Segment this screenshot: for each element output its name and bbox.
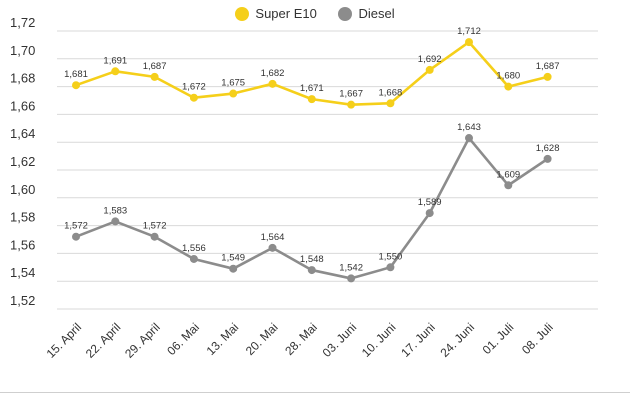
y-tick-label: 1,54 (10, 265, 35, 280)
data-label: 1,675 (221, 78, 245, 89)
data-label: 1,548 (300, 254, 324, 265)
bottom-divider (0, 392, 630, 393)
data-label: 1,687 (536, 61, 560, 72)
data-label: 1,628 (536, 143, 560, 154)
data-point (386, 99, 395, 108)
data-point (465, 38, 473, 47)
data-point (72, 81, 80, 90)
data-label: 1,556 (182, 243, 206, 254)
x-tick-label: 22. April (83, 320, 124, 361)
x-tick-label: 03. Juni (320, 320, 360, 360)
data-point (268, 79, 277, 88)
data-point (150, 232, 159, 241)
data-label: 1,572 (64, 221, 88, 232)
data-label: 1,549 (221, 253, 245, 264)
data-label: 1,671 (300, 83, 324, 94)
data-point (347, 274, 356, 283)
data-point (189, 254, 198, 263)
y-tick-label: 1,64 (10, 126, 35, 141)
x-tick-label: 06. Mai (164, 320, 202, 358)
data-label: 1,609 (496, 169, 520, 180)
data-point (307, 95, 316, 104)
x-tick-label: 20. Mai (243, 320, 281, 358)
data-point (229, 264, 238, 273)
data-label: 1,691 (103, 55, 127, 66)
x-tick-label: 28. Mai (282, 320, 320, 358)
data-point (229, 89, 238, 98)
data-label: 1,550 (379, 251, 403, 262)
y-tick-label: 1,68 (10, 71, 35, 86)
y-tick-label: 1,70 (10, 43, 35, 58)
y-tick-label: 1,66 (10, 98, 35, 113)
y-tick-label: 1,60 (10, 182, 35, 197)
data-point (504, 82, 513, 91)
data-label: 1,667 (339, 89, 363, 100)
legend-marker-diesel (338, 6, 353, 21)
x-tick-label: 13. Mai (204, 320, 242, 358)
x-tick-label: 17. Juni (398, 320, 438, 360)
x-tick-label: 08. Juli (519, 320, 556, 357)
data-point (504, 181, 513, 190)
data-point (465, 134, 473, 143)
data-label: 1,589 (418, 197, 442, 208)
chart-legend: Super E10 Diesel (0, 6, 630, 24)
data-label: 1,672 (182, 82, 206, 93)
data-point (150, 72, 159, 81)
data-point (386, 263, 395, 272)
data-point (425, 65, 434, 74)
legend-item-super-e10[interactable]: Super E10 (235, 6, 317, 21)
data-label: 1,687 (143, 61, 167, 72)
data-point (425, 209, 434, 218)
data-label: 1,542 (339, 262, 363, 273)
x-tick-label: 29. April (122, 320, 163, 361)
legend-label-diesel: Diesel (358, 6, 395, 21)
x-tick-label: 15. April (44, 320, 85, 361)
data-label: 1,712 (457, 26, 481, 37)
data-label: 1,680 (496, 71, 520, 82)
y-tick-label: 1,62 (10, 154, 35, 169)
x-tick-label: 24. Juni (438, 320, 478, 360)
data-point (307, 266, 316, 275)
data-label: 1,643 (457, 122, 481, 133)
data-point (543, 154, 552, 163)
y-tick-label: 1,52 (10, 293, 35, 308)
line-chart: 1,52 1,54 1,56 1,58 1,60 1,62 1,64 1,66 1,68 1,70… (10, 15, 598, 361)
data-label: 1,681 (64, 69, 88, 80)
legend-label-super-e10: Super E10 (255, 6, 317, 21)
y-tick-label: 1,56 (10, 237, 35, 252)
data-label: 1,668 (379, 87, 403, 98)
y-tick-label: 1,72 (10, 15, 35, 30)
data-point (189, 93, 198, 102)
x-tick-label: 01. Juli (480, 320, 517, 357)
legend-marker-super-e10 (235, 6, 250, 21)
x-tick-label: 10. Juni (359, 320, 399, 360)
data-point (268, 243, 277, 252)
data-point (111, 217, 120, 226)
data-point (347, 100, 356, 109)
data-point (72, 232, 80, 241)
data-label: 1,692 (418, 54, 442, 65)
y-tick-label: 1,58 (10, 210, 35, 225)
data-point (543, 72, 552, 81)
legend-item-diesel[interactable]: Diesel (338, 6, 395, 21)
data-label: 1,564 (261, 232, 285, 243)
data-point (111, 67, 120, 76)
data-label: 1,572 (143, 221, 167, 232)
data-label: 1,682 (261, 68, 285, 79)
data-label: 1,583 (103, 205, 127, 216)
